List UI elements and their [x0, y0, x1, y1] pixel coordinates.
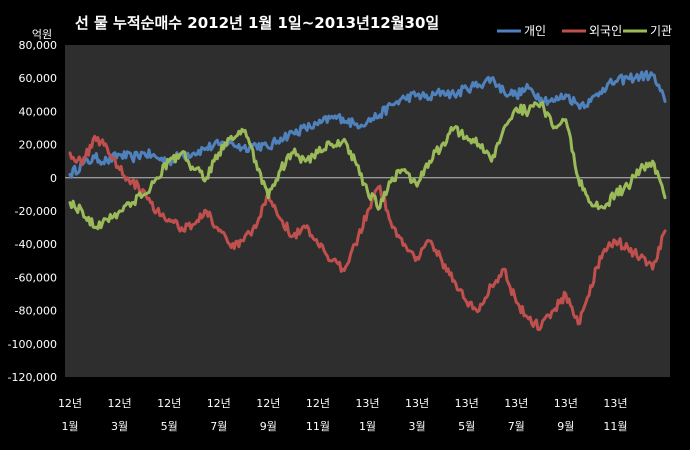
- x-tick-year-label: 12년: [108, 397, 132, 410]
- y-tick-label: 40,000: [19, 105, 58, 118]
- x-tick-month-label: 9월: [557, 420, 574, 433]
- y-axis: 80,000 60,000 40,000 20,000 0 -20,000 -40,000 -…: [8, 39, 57, 384]
- x-tick-year-label: 12년: [207, 397, 231, 410]
- x-tick-month-label: 7월: [508, 420, 525, 433]
- x-tick-year-label: 13년: [554, 397, 578, 410]
- x-tick-year-label: 13년: [504, 397, 528, 410]
- x-tick-year-label: 13년: [355, 397, 379, 410]
- x-tick-month-label: 1월: [61, 420, 78, 433]
- x-tick-month-label: 5월: [458, 420, 475, 433]
- x-tick-month-label: 7월: [210, 420, 227, 433]
- y-tick-label: 0: [50, 172, 57, 185]
- legend-label: 개인: [524, 24, 546, 38]
- x-tick-year-label: 12년: [256, 397, 280, 410]
- x-tick-year-label: 13년: [405, 397, 429, 410]
- legend-label: 외국인: [589, 24, 622, 38]
- y-tick-label: 60,000: [19, 72, 58, 85]
- series-line-2: [68, 134, 667, 332]
- x-tick-month-label: 3월: [111, 420, 128, 433]
- x-tick-month-label: 11월: [603, 420, 627, 433]
- legend: 개인 외국인 기관: [497, 24, 672, 38]
- y-tick-label: -20,000: [15, 205, 57, 218]
- y-tick-label: -100,000: [8, 338, 57, 351]
- x-tick-year-label: 12년: [58, 397, 82, 410]
- x-tick-year-label: 13년: [603, 397, 627, 410]
- legend-label: 기관: [650, 24, 672, 38]
- y-tick-label: 80,000: [19, 39, 58, 52]
- series-line-3: [68, 101, 667, 231]
- y-tick-label: 20,000: [19, 139, 58, 152]
- y-tick-label: -120,000: [8, 371, 57, 384]
- chart-title: 선 물 누적순매수 2012년 1월 1일~2013년12월30일: [75, 14, 439, 32]
- y-tick-label: -40,000: [15, 238, 57, 251]
- x-tick-month-label: 11월: [306, 420, 330, 433]
- x-tick-month-label: 9월: [260, 420, 277, 433]
- y-tick-label: -80,000: [15, 305, 57, 318]
- x-tick-month-label: 1월: [359, 420, 376, 433]
- y-tick-label: -60,000: [15, 271, 57, 284]
- x-tick-month-label: 5월: [161, 420, 178, 433]
- x-tick-year-label: 12년: [306, 397, 330, 410]
- x-tick-year-label: 13년: [455, 397, 479, 410]
- unit-label: 억원: [32, 28, 52, 41]
- series-lines: [68, 69, 667, 332]
- x-tick-month-label: 3월: [409, 420, 426, 433]
- x-axis: 12년 1월 12년 3월 12년 5월 12년 7월 12년 9월 12년 11월 13년 1월 13년 3…: [58, 397, 628, 433]
- x-tick-year-label: 12년: [157, 397, 181, 410]
